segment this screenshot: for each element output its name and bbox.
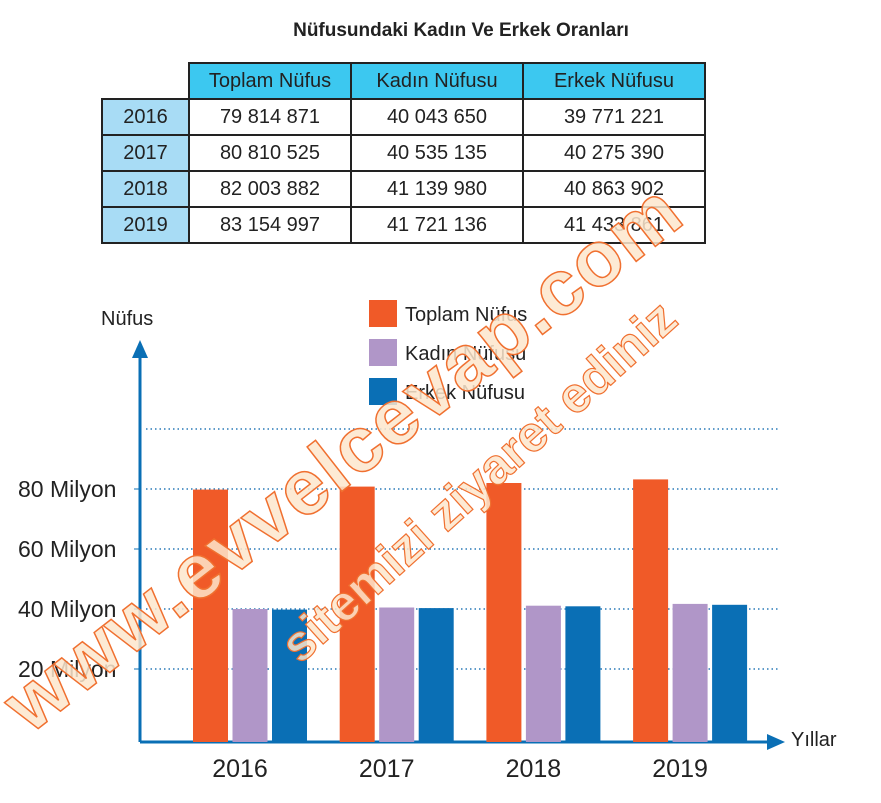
header-row: Toplam Nüfus Kadın Nüfusu Erkek Nüfusu (102, 62, 706, 100)
x-tick-label: 2019 (652, 755, 708, 783)
year-cell: 2017 (101, 134, 190, 172)
y-tick-label: 40 Milyon (18, 596, 116, 622)
header-cell: Kadın Nüfusu (350, 62, 524, 100)
y-tick-label: 80 Milyon (18, 476, 116, 502)
legend-swatch (369, 378, 397, 405)
bar (486, 483, 522, 742)
bar (232, 609, 268, 742)
value-cell: 41 433 861 (522, 206, 706, 244)
bar (525, 605, 561, 742)
legend-swatch (369, 339, 397, 366)
title: Nüfusundaki Kadın Ve Erkek Oranları (293, 20, 629, 41)
bar (565, 606, 601, 742)
header-cell: Erkek Nüfusu (522, 62, 706, 100)
value-cell: 40 275 390 (522, 134, 706, 172)
table-row: 2016 79 814 871 40 043 650 39 771 221 (101, 98, 706, 136)
empty-cell (102, 63, 189, 99)
data-table: Toplam Nüfus Kadın Nüfusu Erkek Nüfusu 2… (101, 62, 706, 244)
value-cell: 82 003 882 (188, 170, 352, 208)
value-cell: 83 154 997 (188, 206, 352, 244)
value-cell: 80 810 525 (188, 134, 352, 172)
x-tick-label: 2016 (212, 755, 268, 783)
bar (379, 607, 415, 742)
value-cell: 40 535 135 (350, 134, 524, 172)
bar (193, 489, 228, 742)
bar (672, 603, 708, 742)
x-axis-arrow (767, 734, 785, 750)
year-cell: 2019 (101, 206, 190, 244)
year-cell: 2016 (101, 98, 190, 136)
x-tick-label: 2017 (359, 755, 415, 783)
year-cell: 2018 (101, 170, 190, 208)
x-tick-label: 2018 (506, 755, 562, 783)
bar (339, 486, 375, 742)
value-cell: 39 771 221 (522, 98, 706, 136)
header-cell: Toplam Nüfus (188, 62, 352, 100)
value-cell: 41 721 136 (350, 206, 524, 244)
value-cell: 79 814 871 (188, 98, 352, 136)
x-axis-label: Yıllar (791, 729, 837, 751)
bar (418, 608, 454, 742)
bar (712, 604, 748, 742)
y-axis-arrow (132, 340, 148, 358)
legend-swatch (369, 300, 397, 327)
value-cell: 41 139 980 (350, 170, 524, 208)
table-row: 2017 80 810 525 40 535 135 40 275 390 (101, 134, 706, 172)
value-cell: 40 863 902 (522, 170, 706, 208)
table-row: 2019 83 154 997 41 721 136 41 433 861 (101, 206, 706, 244)
bar (633, 479, 669, 742)
y-tick-label: 20 Milyon (18, 656, 116, 682)
table-row: 2018 82 003 882 41 139 980 40 863 902 (101, 170, 706, 208)
y-tick-label: 60 Milyon (18, 536, 116, 562)
value-cell: 40 043 650 (350, 98, 524, 136)
legend-label: Kadın Nüfusu (405, 343, 526, 365)
legend-label: Erkek Nüfusu (405, 382, 525, 404)
y-axis-label: Nüfus (101, 308, 153, 330)
legend-label: Toplam Nüfus (405, 304, 527, 326)
bar (272, 609, 307, 742)
